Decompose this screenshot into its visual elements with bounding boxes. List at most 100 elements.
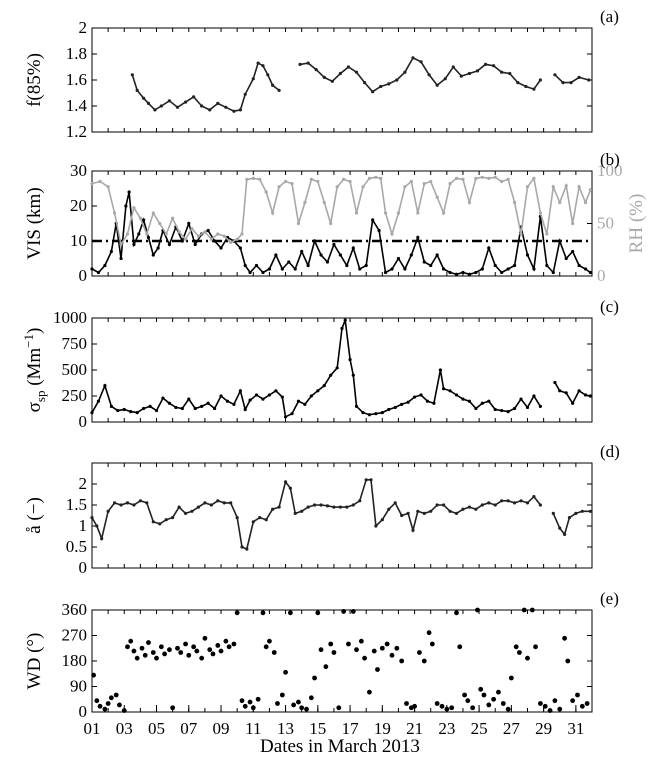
data-point xyxy=(454,272,459,276)
data-point xyxy=(506,177,510,181)
data-point xyxy=(215,643,221,648)
data-point xyxy=(338,253,342,257)
data-point xyxy=(177,505,181,509)
data-point xyxy=(525,405,530,410)
data-point xyxy=(435,195,439,199)
data-point xyxy=(500,499,504,503)
y-tick-label: 2 xyxy=(79,18,88,37)
data-point xyxy=(248,398,252,402)
data-point xyxy=(558,239,562,243)
data-point xyxy=(474,406,478,411)
data-point xyxy=(567,516,572,520)
data-point xyxy=(199,655,205,661)
data-point xyxy=(358,499,362,503)
data-point xyxy=(474,507,478,511)
data-point xyxy=(538,211,542,215)
data-point xyxy=(98,179,102,184)
data-point xyxy=(203,501,207,505)
data-point xyxy=(251,77,255,81)
data-point xyxy=(117,702,122,708)
panel-tag: (a) xyxy=(600,7,619,26)
data-point xyxy=(132,503,136,507)
data-point xyxy=(90,516,94,520)
data-point xyxy=(403,185,407,189)
data-point xyxy=(122,407,126,412)
data-point xyxy=(203,230,207,234)
data-point xyxy=(532,176,536,180)
data-point xyxy=(442,503,446,507)
data-point xyxy=(371,218,375,222)
data-point xyxy=(235,237,239,241)
data-point xyxy=(404,701,409,706)
data-point xyxy=(299,705,305,711)
data-point xyxy=(537,701,543,706)
data-point xyxy=(325,504,330,508)
data-point xyxy=(159,104,163,108)
data-point xyxy=(487,176,491,180)
data-point xyxy=(239,698,245,704)
data-point xyxy=(384,641,390,647)
data-point xyxy=(486,702,492,708)
data-point xyxy=(519,499,523,503)
data-point xyxy=(361,411,365,415)
data-point xyxy=(500,179,504,184)
data-point xyxy=(400,402,404,406)
data-point xyxy=(538,404,542,408)
data-point xyxy=(500,701,506,706)
data-point xyxy=(500,408,504,413)
x-tick-label: 11 xyxy=(245,719,261,738)
data-point xyxy=(190,227,194,231)
data-point xyxy=(343,318,347,322)
data-point xyxy=(493,503,497,507)
data-point xyxy=(346,65,351,69)
data-point xyxy=(208,108,212,112)
data-point xyxy=(399,658,405,664)
data-point xyxy=(416,211,420,215)
data-point xyxy=(125,644,130,650)
data-point xyxy=(300,509,304,513)
data-point xyxy=(251,520,255,524)
data-point xyxy=(467,505,472,509)
data-point xyxy=(254,263,259,268)
data-point xyxy=(438,368,442,372)
data-point xyxy=(383,211,388,215)
data-point xyxy=(374,412,378,416)
data-point xyxy=(261,64,265,68)
data-point xyxy=(212,406,217,411)
data-point xyxy=(354,211,359,215)
data-point xyxy=(193,242,197,247)
data-point xyxy=(557,706,563,712)
data-point xyxy=(345,505,349,509)
data-point xyxy=(316,389,320,393)
data-point xyxy=(248,270,252,275)
x-tick-label: 21 xyxy=(406,719,423,738)
data-point xyxy=(187,221,191,226)
data-point xyxy=(312,675,317,681)
data-point xyxy=(142,218,146,222)
data-point xyxy=(374,175,378,179)
data-point xyxy=(222,234,226,238)
data-point xyxy=(361,185,365,189)
data-point xyxy=(338,505,342,509)
data-point xyxy=(525,501,530,505)
data-point xyxy=(103,263,107,268)
data-point xyxy=(351,373,355,377)
data-point xyxy=(106,185,110,189)
x-tick-label: 07 xyxy=(180,719,198,738)
data-point xyxy=(454,610,459,616)
data-point xyxy=(96,399,101,403)
series-line xyxy=(91,191,591,276)
data-point xyxy=(153,108,157,112)
data-point xyxy=(335,185,339,189)
data-point xyxy=(379,84,383,89)
data-point xyxy=(303,402,307,406)
data-point xyxy=(125,232,130,236)
data-point xyxy=(411,528,415,532)
data-point xyxy=(364,478,368,482)
data-point xyxy=(243,263,247,268)
data-point xyxy=(335,366,339,370)
data-point xyxy=(288,486,292,490)
data-point xyxy=(538,78,542,82)
data-point xyxy=(467,272,472,276)
data-point xyxy=(154,655,159,661)
